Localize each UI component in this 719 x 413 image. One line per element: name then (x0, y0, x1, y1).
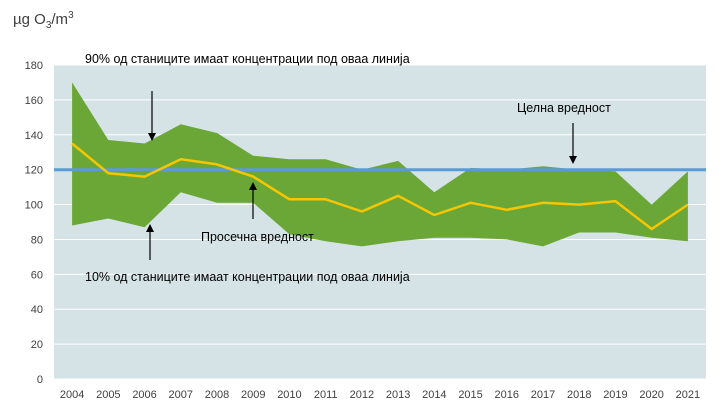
y-axis-unit-label: µg O3/m3 (13, 10, 74, 31)
x-tick-label: 2006 (132, 389, 156, 401)
arrow-mean (249, 182, 257, 219)
x-tick-label: 2008 (205, 389, 229, 401)
arrow-p90 (148, 91, 156, 141)
x-tick-label: 2021 (676, 389, 700, 401)
unit-prefix: µg O (13, 11, 46, 28)
y-axis-ticks: 0 20 40 60 80 100 120 140 160 180 (25, 60, 43, 386)
x-tick-label: 2005 (96, 389, 120, 401)
annotations: 90% од станиците имаат концентрации под … (85, 52, 611, 284)
y-tick-label: 140 (25, 130, 43, 142)
y-tick-label: 100 (25, 200, 43, 212)
x-tick-label: 2015 (458, 389, 482, 401)
x-tick-label: 2020 (639, 389, 663, 401)
arrow-p10 (146, 224, 154, 260)
annotation-p10: 10% од станиците имаат концентрации под … (85, 270, 410, 284)
unit-mid: /m (51, 11, 68, 28)
y-tick-label: 0 (37, 374, 43, 386)
x-tick-label: 2013 (386, 389, 410, 401)
unit-superscript: 3 (68, 10, 74, 21)
x-tick-label: 2016 (495, 389, 519, 401)
annotation-mean: Просечна вредност (201, 230, 314, 244)
x-tick-label: 2018 (567, 389, 591, 401)
annotation-target: Целна вредност (517, 101, 611, 115)
mean-value-line (71, 142, 689, 231)
x-axis-ticks: 2004 2005 2006 2007 2008 2009 2010 2011 2012 2013… (60, 389, 700, 401)
y-tick-label: 40 (31, 304, 43, 316)
y-tick-label: 180 (25, 60, 43, 72)
y-tick-label: 80 (31, 234, 43, 246)
x-tick-label: 2012 (350, 389, 374, 401)
x-tick-label: 2010 (277, 389, 301, 401)
x-tick-label: 2009 (241, 389, 265, 401)
x-tick-label: 2011 (314, 389, 338, 401)
y-tick-label: 120 (25, 165, 43, 177)
unit-subscript: 3 (46, 20, 52, 31)
y-tick-label: 60 (31, 269, 43, 281)
x-tick-label: 2004 (60, 389, 84, 401)
x-tick-label: 2014 (422, 389, 446, 401)
x-tick-label: 2007 (169, 389, 193, 401)
arrow-target (569, 123, 577, 164)
y-tick-label: 20 (31, 339, 43, 351)
svg-text:µg O3/m3: µg O3/m3 (13, 10, 74, 31)
x-tick-label: 2017 (531, 389, 555, 401)
y-tick-label: 160 (25, 95, 43, 107)
x-tick-label: 2019 (603, 389, 627, 401)
annotation-p90: 90% од станиците имаат концентрации под … (85, 52, 410, 66)
